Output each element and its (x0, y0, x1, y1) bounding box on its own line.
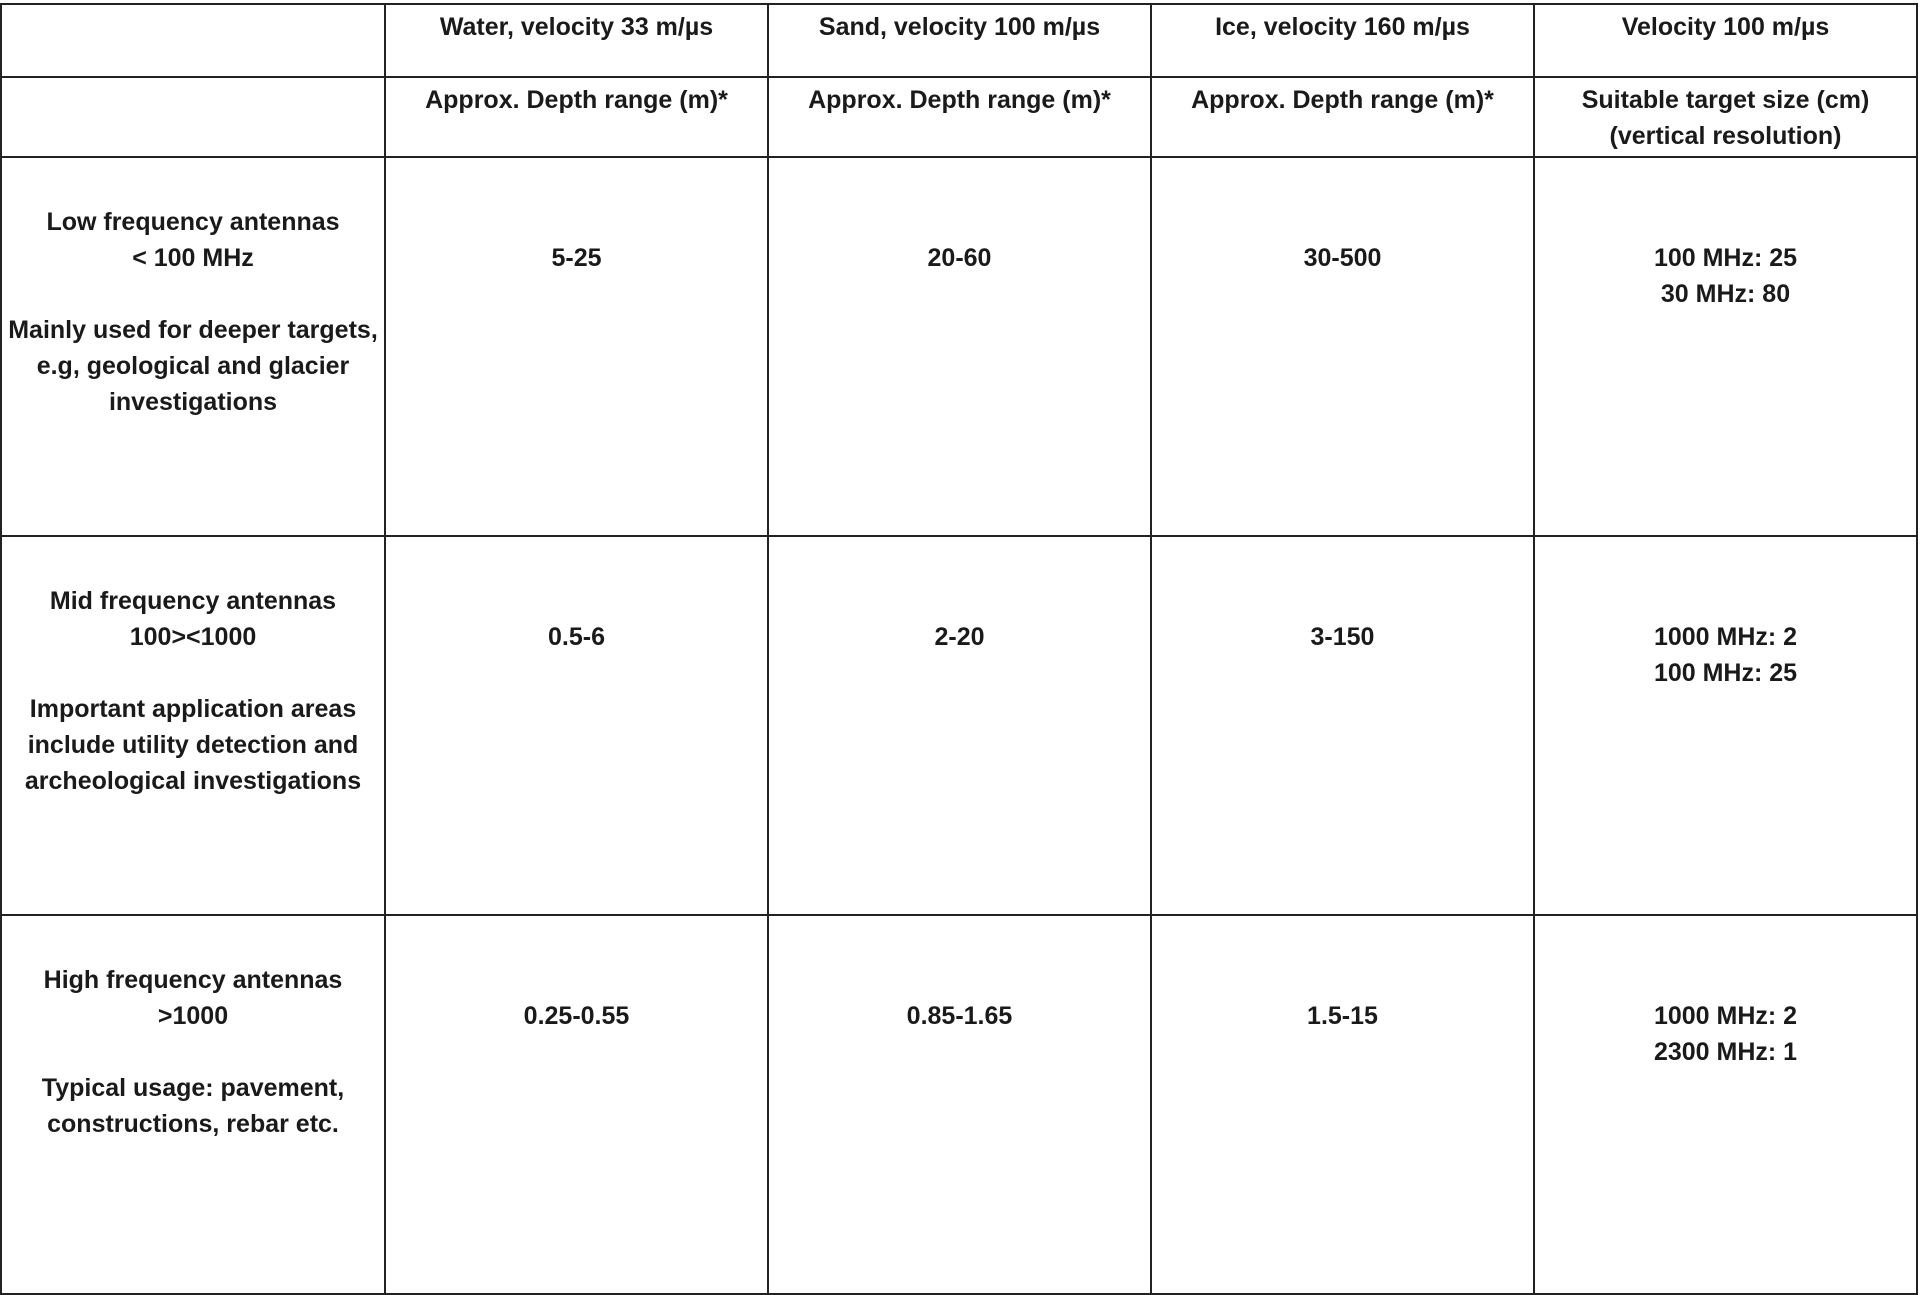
data-row: Low frequency antennas < 100 MHz Mainly us… (0, 156, 1918, 537)
header-cell: Sand, velocity 100 m/µs (767, 3, 1152, 78)
target-line: 1000 MHz: 2 (1653, 1002, 1798, 1030)
data-row: Mid frequency antennas 100><1000 Important… (0, 535, 1918, 916)
subheader-line: Approx. Depth range (m)* (808, 86, 1111, 114)
subheader-cell: Approx. Depth range (m)* (767, 76, 1152, 158)
subheader-line: Approx. Depth range (m)* (425, 86, 728, 114)
depth-cell: 5-25 (384, 156, 769, 537)
target-line: 100 MHz: 25 (1653, 244, 1798, 272)
row-range: 100><1000 (129, 623, 257, 651)
depth-cell: 30-500 (1150, 156, 1535, 537)
subheader-cell: Approx. Depth range (m)* (384, 76, 769, 158)
target-cell: 1000 MHz: 2 100 MHz: 25 (1533, 535, 1918, 916)
depth-cell: 0.5-6 (384, 535, 769, 916)
header-cell: Ice, velocity 160 m/µs (1150, 3, 1535, 78)
depth-cell: 0.85-1.65 (767, 914, 1152, 1295)
header-cell (0, 3, 386, 78)
depth-cell: 1.5-15 (1150, 914, 1535, 1295)
subheader-row: Approx. Depth range (m)* Approx. Depth ra… (0, 76, 1918, 158)
target-line: 2300 MHz: 1 (1653, 1038, 1798, 1066)
table-body: Water, velocity 33 m/µs Sand, velocity 10… (0, 3, 1918, 1295)
row-label-cell: High frequency antennas >1000 Typical usag… (0, 914, 386, 1295)
subheader-cell: Approx. Depth range (m)* (1150, 76, 1535, 158)
header-row: Water, velocity 33 m/µs Sand, velocity 10… (0, 3, 1918, 78)
page: Water, velocity 33 m/µs Sand, velocity 10… (0, 3, 1920, 1295)
subheader-line: (vertical resolution) (1609, 122, 1842, 150)
depth-cell: 3-150 (1150, 535, 1535, 916)
row-label-cell: Mid frequency antennas 100><1000 Important… (0, 535, 386, 916)
target-line: 30 MHz: 80 (1660, 280, 1791, 308)
row-label-cell: Low frequency antennas < 100 MHz Mainly us… (0, 156, 386, 537)
row-range: < 100 MHz (132, 244, 254, 272)
depth-cell: 2-20 (767, 535, 1152, 916)
row-description: Important application areas include util… (24, 695, 362, 795)
depth-cell: 20-60 (767, 156, 1152, 537)
subheader-line: Suitable target size (cm) (1581, 86, 1870, 114)
target-line: 100 MHz: 25 (1653, 659, 1798, 687)
row-title: High frequency antennas (43, 966, 343, 994)
target-line: 1000 MHz: 2 (1653, 623, 1798, 651)
subheader-cell: Suitable target size (cm) (vertical resol… (1533, 76, 1918, 158)
data-row: High frequency antennas >1000 Typical usag… (0, 914, 1918, 1295)
header-cell: Velocity 100 m/µs (1533, 3, 1918, 78)
gpr-table: Water, velocity 33 m/µs Sand, velocity 10… (0, 3, 1918, 1295)
row-title: Low frequency antennas (46, 208, 340, 236)
depth-cell: 0.25-0.55 (384, 914, 769, 1295)
header-cell (0, 76, 386, 158)
row-description: Mainly used for deeper targets, e.g, geo… (8, 316, 378, 416)
row-range: >1000 (157, 1002, 229, 1030)
target-cell: 1000 MHz: 2 2300 MHz: 1 (1533, 914, 1918, 1295)
header-cell: Water, velocity 33 m/µs (384, 3, 769, 78)
row-description: Typical usage: pavement, constructions, … (41, 1074, 345, 1138)
target-cell: 100 MHz: 25 30 MHz: 80 (1533, 156, 1918, 537)
row-title: Mid frequency antennas (49, 587, 337, 615)
subheader-line: Approx. Depth range (m)* (1191, 86, 1494, 114)
